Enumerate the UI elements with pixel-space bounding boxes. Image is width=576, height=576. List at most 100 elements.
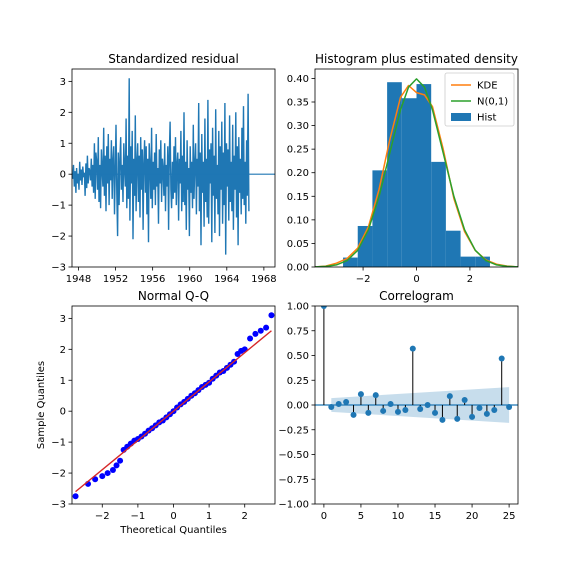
y-tick-label: 0 — [60, 170, 66, 181]
y-tick-label: −1 — [51, 201, 66, 212]
y-tick-label: −0.25 — [278, 425, 309, 436]
x-tick-label: 2 — [467, 274, 473, 285]
y-tick-label: 2 — [60, 108, 66, 119]
acf-marker — [357, 391, 364, 398]
acf-marker — [409, 345, 416, 352]
acf-marker — [372, 392, 379, 399]
axes-frame — [71, 68, 276, 268]
hist-bar — [357, 225, 373, 267]
residual-series-line — [72, 78, 250, 255]
legend-label: KDE — [477, 81, 498, 92]
y-tick-label: −1.00 — [278, 500, 309, 511]
acf-marker — [469, 413, 476, 420]
acf-marker — [365, 409, 372, 416]
hist-bar — [445, 230, 461, 267]
qq-point — [268, 312, 275, 319]
qq-point — [117, 457, 124, 464]
hist-bar — [475, 256, 490, 267]
x-tick-label: 1948 — [66, 274, 91, 285]
qq-point — [113, 462, 120, 469]
qq-point — [109, 466, 116, 473]
acf-marker — [424, 402, 431, 408]
legend: KDE N(0,1) Hist — [444, 72, 515, 127]
legend-box — [444, 72, 515, 127]
y-tick-label: 0.10 — [287, 215, 309, 226]
acf-marker — [506, 403, 513, 410]
x-tick-label: 1956 — [140, 274, 165, 285]
chart-title: Histogram plus estimated density — [315, 52, 518, 66]
y-tick-label: 3 — [60, 314, 66, 325]
acf-marker — [350, 411, 357, 418]
hist-bar — [431, 161, 446, 267]
y-tick-label: 2 — [60, 345, 66, 356]
chart-title: Correlogram — [379, 289, 454, 303]
x-tick-label: 0 — [321, 511, 327, 522]
qq-point — [104, 470, 111, 477]
x-tick-label: 1 — [206, 511, 212, 522]
x-tick-label: −1 — [131, 511, 146, 522]
legend-patch-swatch — [451, 113, 471, 121]
acf-marker — [432, 409, 439, 416]
x-axis-label: Theoretical Quantiles — [119, 525, 227, 536]
x-tick-label: 0 — [170, 511, 176, 522]
x-tick-label: 10 — [392, 511, 405, 522]
legend-label: Hist — [477, 113, 497, 124]
qq-point — [257, 327, 264, 334]
y-tick-label: −3 — [51, 263, 66, 274]
acf-marker — [461, 397, 468, 404]
x-tick-label: 25 — [503, 511, 516, 522]
y-tick-label: 1.00 — [287, 302, 309, 313]
x-tick-label: 1964 — [214, 274, 239, 285]
y-tick-label: 3 — [60, 77, 66, 88]
hist-bar — [372, 170, 388, 267]
normal-density-line — [315, 78, 518, 267]
y-tick-label: −1 — [51, 438, 66, 449]
x-tick-label: 5 — [358, 511, 364, 522]
acf-marker — [328, 403, 335, 410]
x-tick-label: 2 — [242, 511, 248, 522]
chart-title: Standardized residual — [108, 52, 239, 66]
x-tick-label: 1960 — [177, 274, 202, 285]
acf-marker — [439, 416, 446, 423]
plot-area — [315, 78, 518, 267]
qq-point — [72, 493, 79, 500]
hist-bar — [401, 98, 417, 267]
y-tick-label: 0.75 — [287, 326, 309, 337]
acf-marker — [417, 405, 424, 412]
y-tick-label: 0.20 — [287, 168, 309, 179]
x-tick-label: −2 — [356, 274, 371, 285]
chart-title: Normal Q-Q — [138, 289, 209, 303]
acf-marker — [394, 408, 401, 415]
acf-marker — [446, 393, 453, 400]
plot-area — [72, 78, 275, 255]
x-tick-label: 0 — [413, 274, 419, 285]
y-tick-label: 0.15 — [287, 192, 309, 203]
qq-point — [92, 476, 99, 483]
acf-marker — [387, 401, 394, 408]
y-tick-label: 1 — [60, 376, 66, 387]
acf-marker — [498, 355, 505, 362]
x-tick-label: 20 — [466, 511, 479, 522]
y-tick-label: −2 — [51, 469, 66, 480]
hist-bar — [343, 257, 358, 267]
legend-label: N(0,1) — [477, 97, 508, 108]
acf-marker — [380, 407, 387, 414]
x-tick-label: −2 — [95, 511, 110, 522]
y-tick-label: 0.05 — [287, 239, 309, 250]
histogram-density-panel: Histogram plus estimated density −2 0 2 0.00… — [287, 52, 519, 285]
qq-point — [263, 324, 270, 331]
y-tick-label: 0 — [60, 407, 66, 418]
y-tick-label: 0.00 — [287, 263, 309, 274]
y-tick-label: −2 — [51, 232, 66, 243]
y-tick-label: −3 — [51, 500, 66, 511]
acf-marker — [343, 399, 350, 406]
x-tick-label: 15 — [429, 511, 442, 522]
y-tick-label: 0.35 — [287, 98, 309, 109]
y-tick-label: −0.75 — [278, 475, 309, 486]
y-tick-label: 0.25 — [287, 376, 309, 387]
hist-bar — [460, 256, 476, 267]
acf-marker — [402, 406, 409, 413]
y-tick-label: 0.30 — [287, 121, 309, 132]
normal-qq-panel: Normal Q-Q −2 −1 0 1 2 −3 −2 −1 0 1 2 3 Theoretical Q… — [36, 289, 276, 536]
